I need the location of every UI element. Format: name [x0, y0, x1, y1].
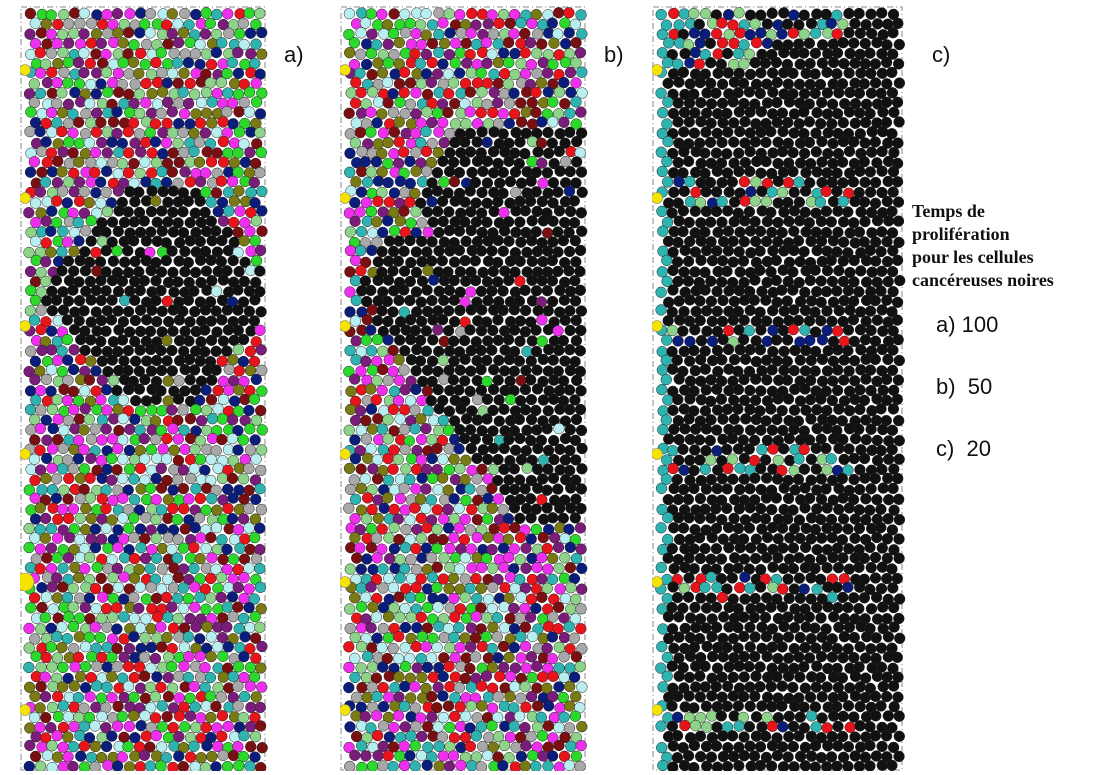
panel-label-b: b)	[604, 42, 624, 67]
legend-title-line: prolifération	[912, 224, 1010, 244]
panel-frame	[652, 6, 903, 771]
cells	[343, 7, 588, 771]
boundary-cell	[652, 448, 663, 460]
boundary-cell	[20, 192, 31, 204]
boundary-cell	[340, 448, 351, 460]
boundary-cell	[340, 576, 351, 588]
boundary-cell	[340, 192, 351, 204]
cells	[23, 7, 268, 771]
boundary-cell	[20, 704, 31, 716]
boundary-cell	[652, 576, 663, 588]
cells	[655, 7, 906, 771]
legend-title-line: Temps de	[912, 201, 985, 221]
boundary-cell	[20, 448, 31, 460]
cell-grid-c	[652, 6, 906, 771]
legend-title: Temps de prolifération pour les cellules…	[912, 200, 1117, 292]
legend-item-b: b) 50	[936, 374, 993, 399]
boundary-cell	[20, 64, 31, 76]
panel-label-c: c)	[932, 42, 951, 67]
legend-title-line: cancéreuses noires	[912, 270, 1054, 290]
legend: Temps de prolifération pour les cellules…	[912, 200, 1117, 498]
legend-item-a: a) 100	[936, 312, 999, 337]
simulation-panel-a	[20, 6, 270, 771]
boundary-cell	[652, 320, 663, 332]
boundary-cell	[20, 572, 35, 592]
boundary-cell	[652, 192, 663, 204]
panel-label-a: a)	[284, 42, 304, 67]
legend-item-c: c) 20	[936, 436, 992, 461]
boundary-cell	[340, 704, 351, 716]
boundary-cell	[20, 320, 31, 332]
simulation-panel-c	[652, 6, 907, 771]
boundary-cell	[340, 64, 351, 76]
legend-list: a) 100 b) 50 c) 20	[912, 312, 1117, 498]
cell-grid-b	[340, 6, 588, 771]
boundary-cell	[652, 704, 663, 716]
simulation-panel-b	[340, 6, 590, 771]
boundary-cell	[652, 64, 663, 76]
boundary-cell	[340, 320, 351, 332]
legend-title-line: pour les cellules	[912, 247, 1034, 267]
cell-grid-a	[20, 6, 268, 771]
